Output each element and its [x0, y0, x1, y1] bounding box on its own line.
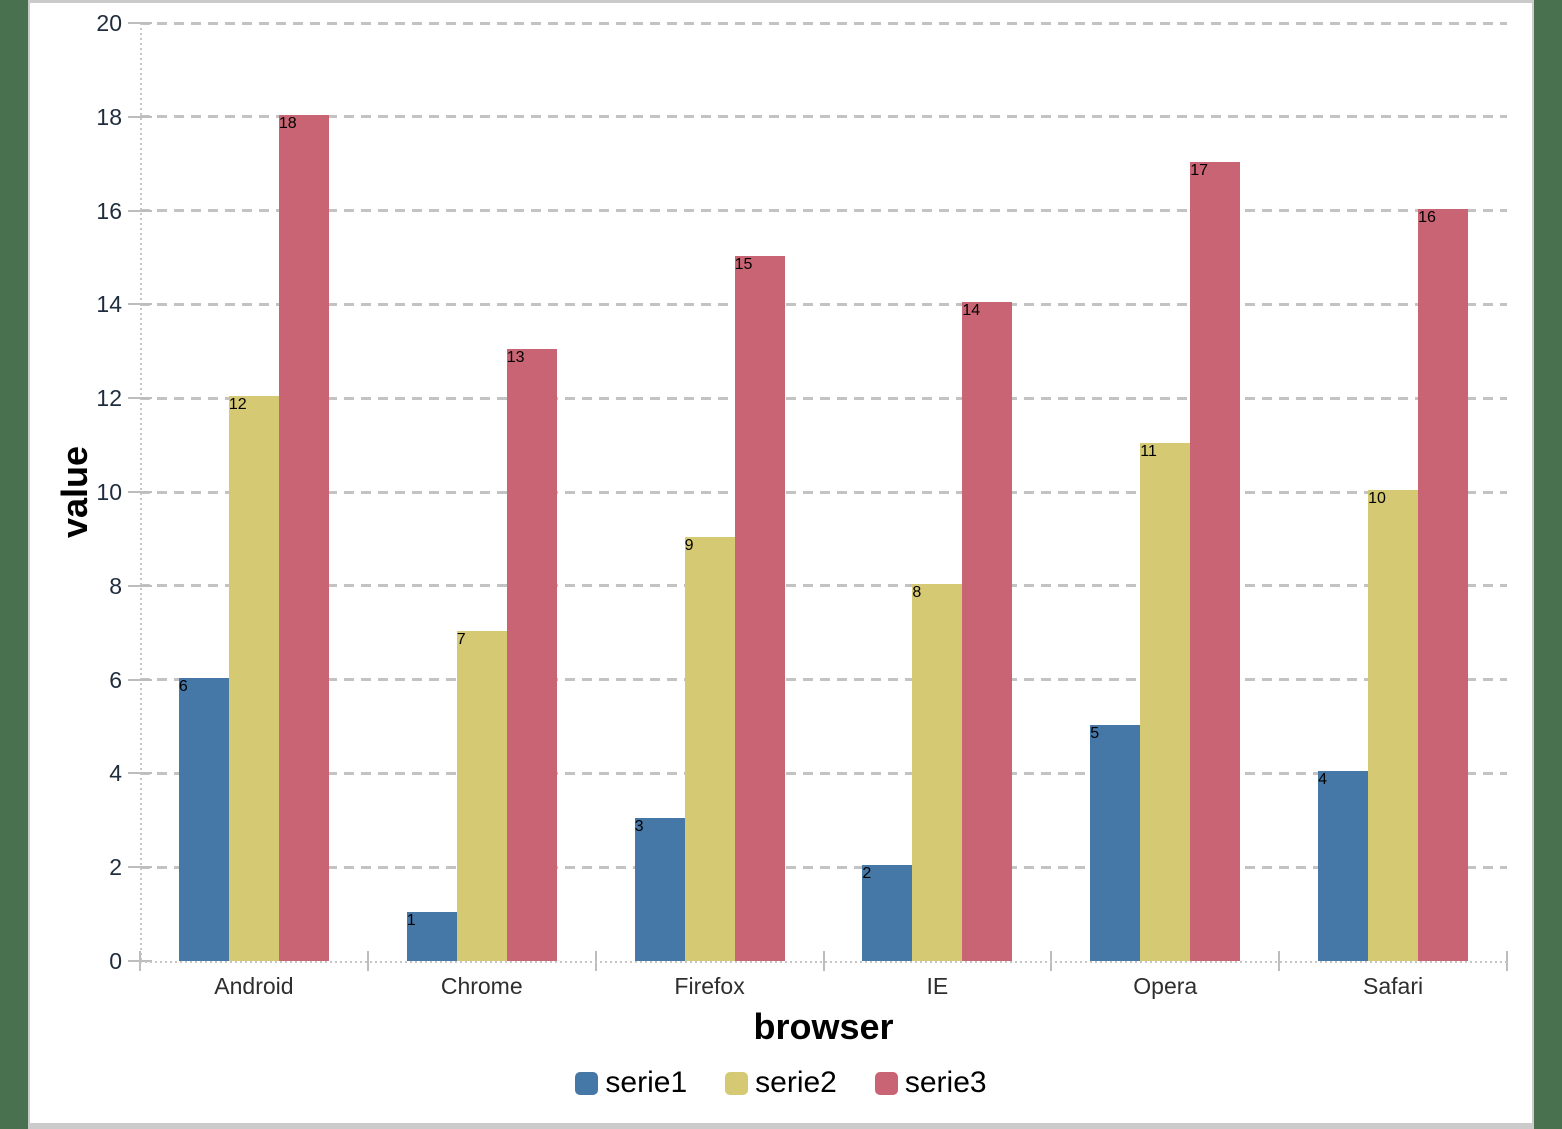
y-tick-label: 6: [109, 666, 122, 693]
x-axis-line: [140, 961, 1507, 963]
bar-serie1-chrome: 1: [406, 912, 457, 961]
bar-serie3-ie: 14: [962, 302, 1013, 961]
x-tick-mark: [1506, 951, 1508, 971]
gridline-y-6: [140, 678, 1507, 682]
category-label-android: Android: [214, 973, 294, 999]
y-tick-mark: [128, 772, 152, 775]
y-tick-mark: [128, 209, 152, 212]
gridline-y-2: [140, 865, 1507, 869]
gridline-y-16: [140, 209, 1507, 213]
bar-serie3-android: 18: [278, 114, 329, 961]
bar-serie1-firefox: 3: [634, 818, 685, 961]
bar-serie2-android: 12: [228, 396, 279, 961]
bar-serie3-firefox: 15: [734, 255, 785, 961]
y-tick-mark: [128, 584, 152, 587]
y-tick-mark: [128, 491, 152, 493]
y-tick-label: 20: [96, 10, 122, 36]
bar-serie2-opera: 11: [1140, 443, 1191, 961]
gridline-y-10: [140, 490, 1507, 494]
legend-marker-serie2: [725, 1071, 749, 1095]
y-tick-label: 2: [109, 854, 122, 881]
chart-canvas: value browser 0 2 4 6 8 10 12 14 16 18 20 6 12 18 Andr…: [28, 0, 1534, 1129]
plot-area: value browser 0 2 4 6 8 10 12 14 16 18 20 6 12 18 Andr…: [54, 11, 1508, 1047]
gridline-y-18: [140, 115, 1507, 119]
category-label-firefox: Firefox: [674, 973, 745, 999]
y-tick-mark: [128, 678, 152, 681]
gridline-y-12: [140, 396, 1507, 400]
category-label-safari: Safari: [1363, 973, 1424, 999]
y-tick-mark: [128, 22, 152, 24]
bar-serie3-chrome: 13: [506, 349, 557, 961]
y-tick-label: 18: [96, 103, 122, 130]
bar-serie2-firefox: 9: [684, 536, 735, 961]
y-tick-label: 12: [96, 385, 122, 412]
y-tick-mark: [128, 397, 152, 400]
category-label-chrome: Chrome: [440, 973, 523, 999]
legend-marker-serie1: [575, 1071, 599, 1095]
gridline-y-8: [140, 584, 1507, 588]
gridline-y-14: [140, 302, 1507, 306]
legend-label: serie1: [605, 1066, 688, 1099]
y-tick-label: 0: [109, 948, 122, 974]
legend: serie1 serie2 serie3: [30, 1065, 1532, 1101]
legend-item-serie3: serie3: [874, 1066, 987, 1099]
legend-item-serie2: serie2: [725, 1068, 837, 1098]
y-tick-label: 10: [96, 479, 122, 505]
bar-serie2-safari: 10: [1368, 490, 1419, 961]
x-axis-title: browser: [753, 1006, 894, 1047]
y-tick-label: 8: [109, 572, 122, 599]
y-tick-mark: [128, 115, 152, 118]
y-tick-mark: [128, 303, 152, 306]
y-tick-label: 4: [109, 760, 122, 787]
legend-item-serie1: serie1: [575, 1068, 687, 1098]
gridline-y-20: [140, 21, 1507, 25]
bar-serie1-safari: 4: [1318, 771, 1369, 961]
legend-label: serie2: [755, 1066, 837, 1099]
y-tick-mark: [128, 866, 152, 869]
bar-serie2-chrome: 7: [456, 630, 507, 961]
y-tick-label: 14: [96, 291, 122, 318]
bar-serie3-opera: 17: [1190, 161, 1241, 961]
legend-marker-serie3: [874, 1071, 898, 1095]
bar-serie1-android: 6: [178, 677, 229, 961]
y-tick-label: 16: [96, 197, 122, 224]
category-label-opera: Opera: [1133, 973, 1198, 999]
bar-serie2-ie: 8: [912, 583, 963, 961]
bar-serie3-safari: 16: [1418, 208, 1469, 961]
y-axis-line: [140, 23, 142, 963]
legend-label: serie3: [904, 1066, 987, 1099]
category-label-ie: IE: [926, 973, 949, 999]
bar-serie1-ie: 2: [862, 865, 913, 961]
gridline-y-4: [140, 771, 1507, 775]
bar-serie1-opera: 5: [1090, 724, 1141, 961]
